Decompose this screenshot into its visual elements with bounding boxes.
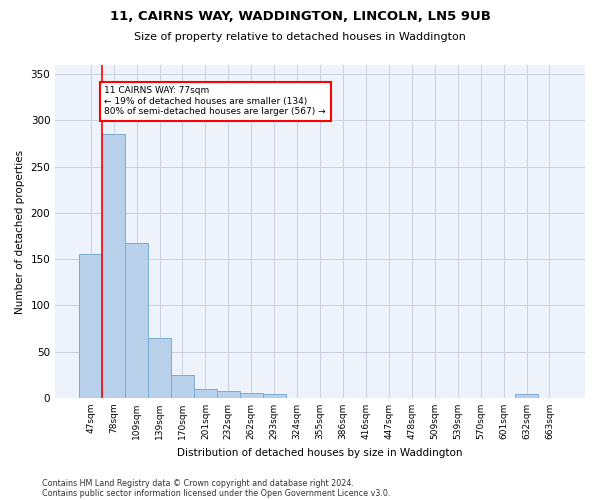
- Bar: [240, 394, 263, 398]
- X-axis label: Distribution of detached houses by size in Waddington: Distribution of detached houses by size …: [178, 448, 463, 458]
- Text: Size of property relative to detached houses in Waddington: Size of property relative to detached ho…: [134, 32, 466, 42]
- Bar: [79, 254, 102, 398]
- Bar: [194, 388, 217, 398]
- Bar: [125, 242, 148, 398]
- Text: Contains HM Land Registry data © Crown copyright and database right 2024.: Contains HM Land Registry data © Crown c…: [42, 478, 354, 488]
- Text: Contains public sector information licensed under the Open Government Licence v3: Contains public sector information licen…: [42, 488, 391, 498]
- Text: 11, CAIRNS WAY, WADDINGTON, LINCOLN, LN5 9UB: 11, CAIRNS WAY, WADDINGTON, LINCOLN, LN5…: [110, 10, 490, 23]
- Bar: [217, 392, 240, 398]
- Bar: [102, 134, 125, 398]
- Bar: [148, 338, 171, 398]
- Y-axis label: Number of detached properties: Number of detached properties: [15, 150, 25, 314]
- Bar: [263, 394, 286, 398]
- Bar: [515, 394, 538, 398]
- Text: 11 CAIRNS WAY: 77sqm
← 19% of detached houses are smaller (134)
80% of semi-deta: 11 CAIRNS WAY: 77sqm ← 19% of detached h…: [104, 86, 326, 116]
- Bar: [171, 375, 194, 398]
